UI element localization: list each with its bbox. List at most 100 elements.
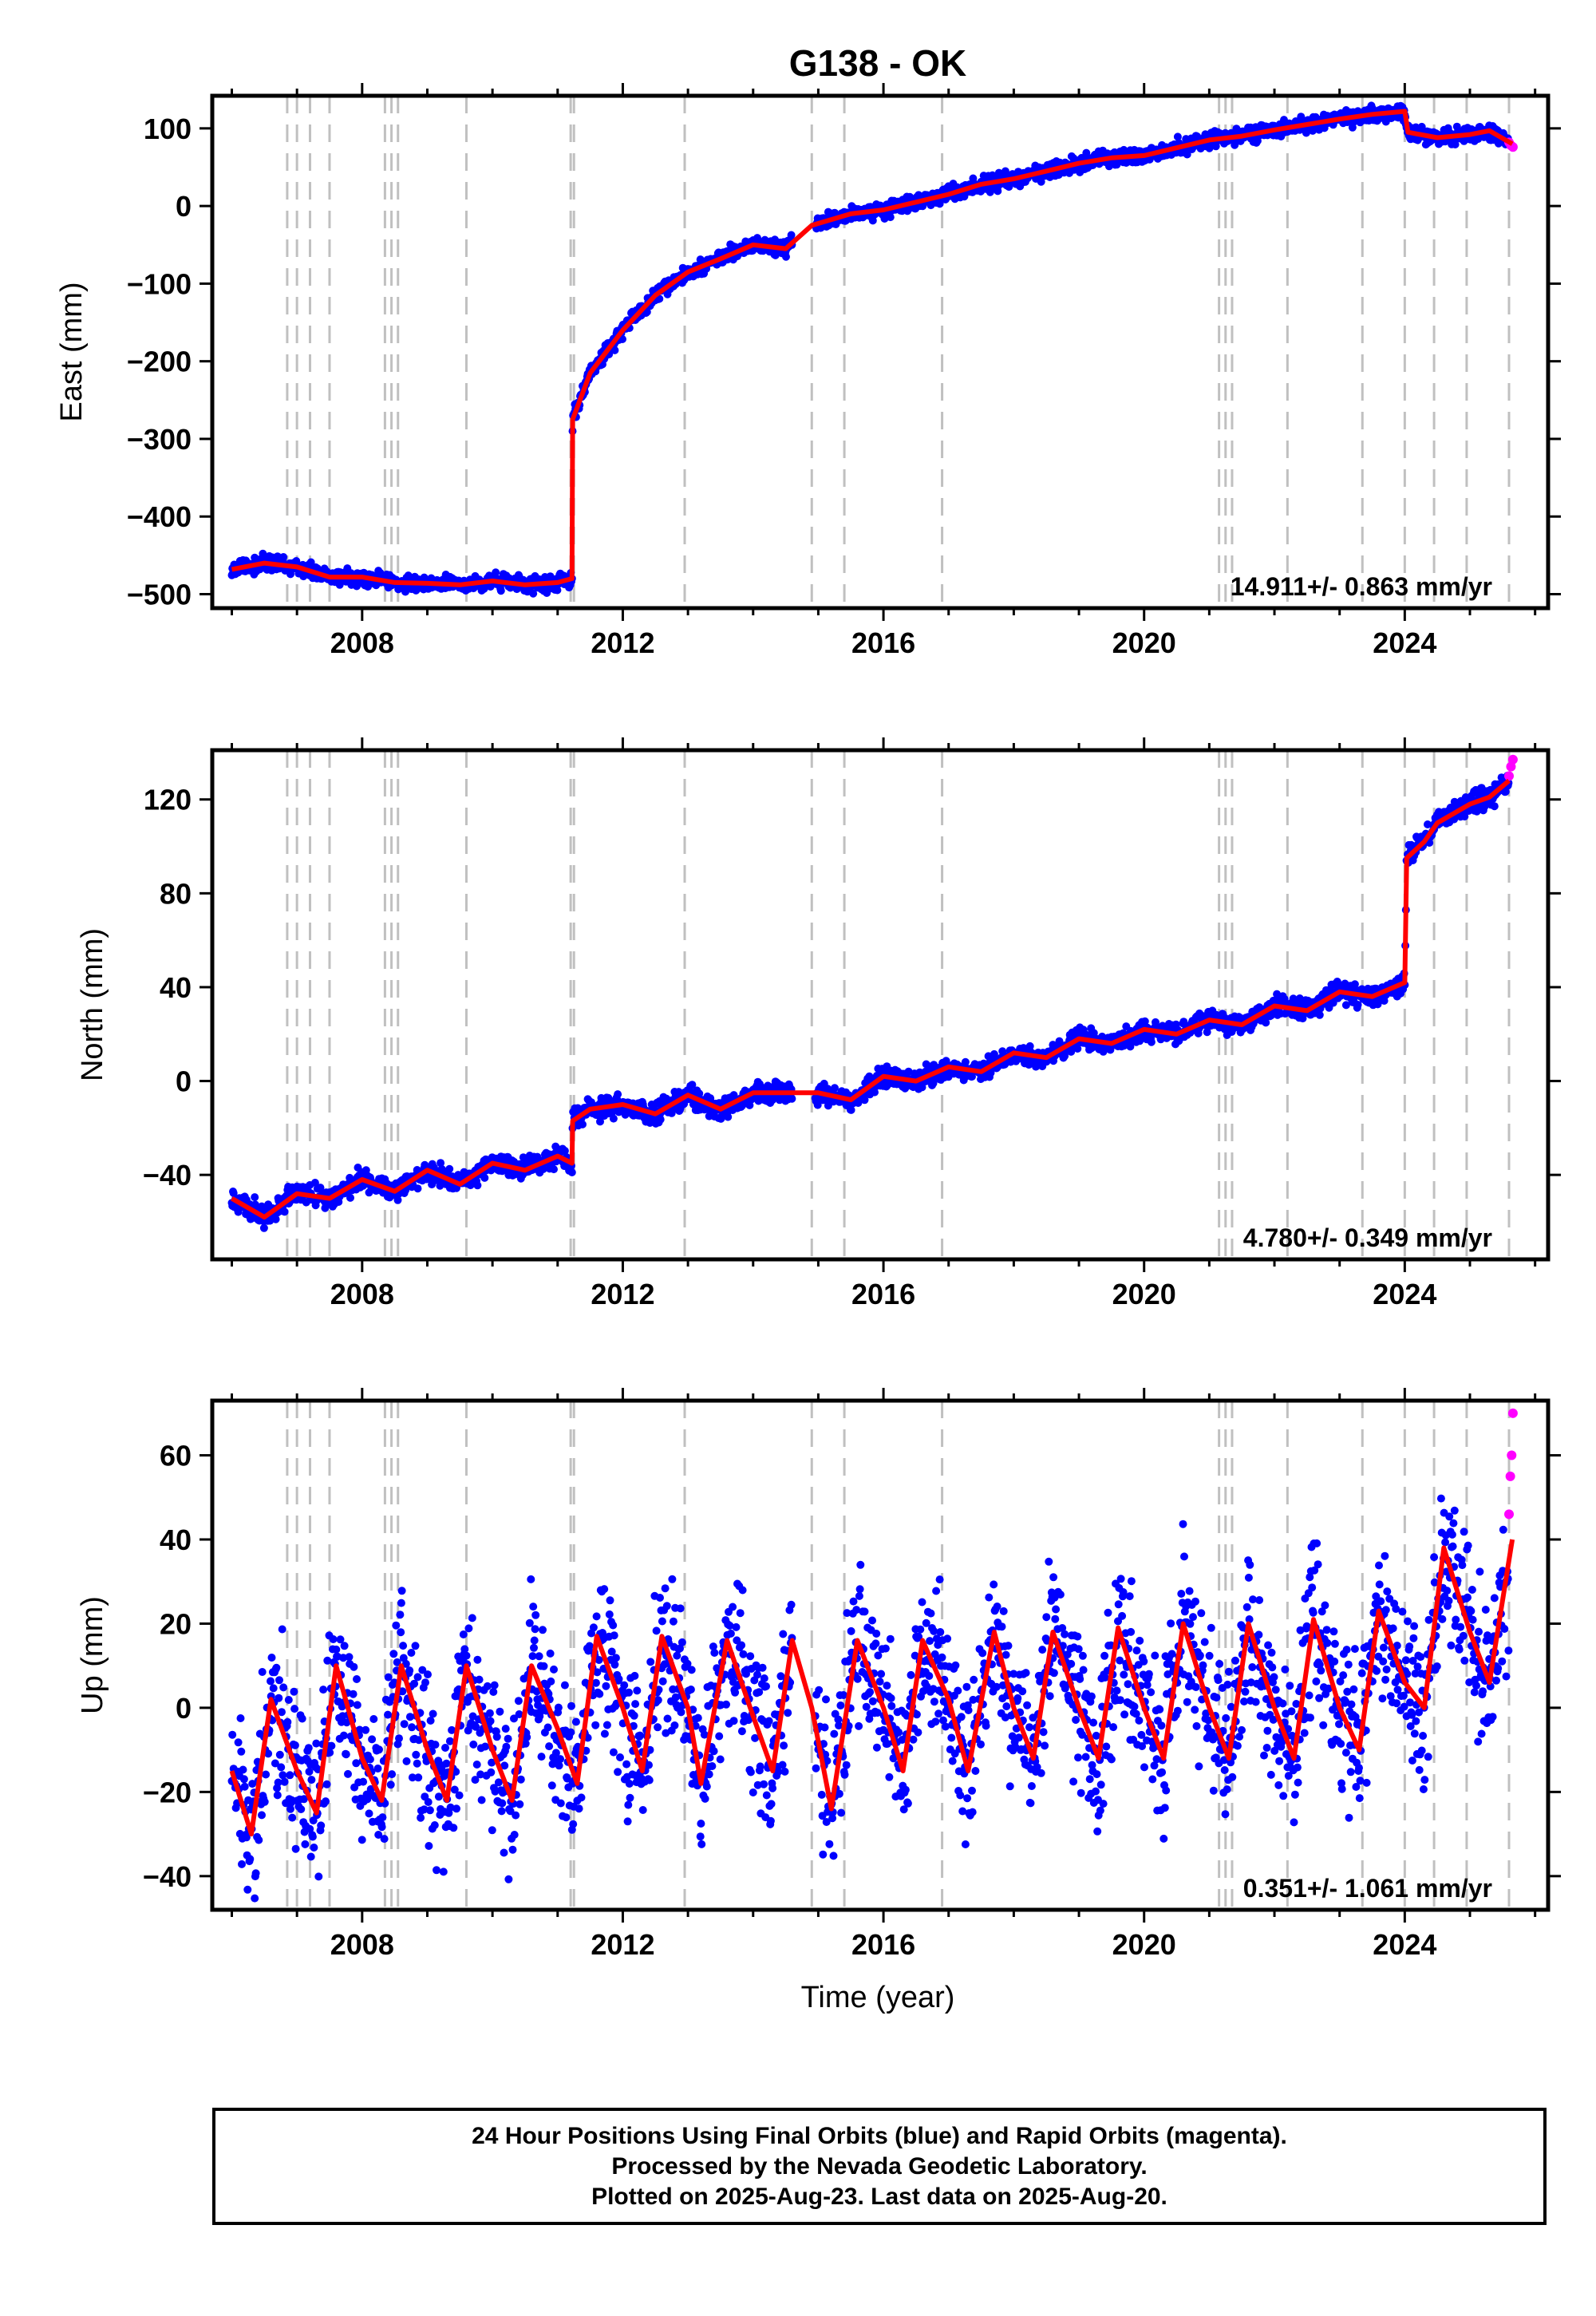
up-point xyxy=(508,1845,517,1854)
north-model-line xyxy=(231,778,1511,1220)
east-x-tick-label: 2016 xyxy=(851,626,915,659)
up-point xyxy=(488,1758,496,1767)
up-point xyxy=(359,1777,368,1786)
east-point xyxy=(655,294,664,303)
up-point xyxy=(339,1731,348,1740)
up-point xyxy=(269,1684,278,1693)
up-point xyxy=(319,1686,328,1694)
up-point xyxy=(307,1776,316,1784)
up-point xyxy=(306,1824,314,1833)
up-point xyxy=(340,1642,349,1650)
up-point xyxy=(267,1654,276,1662)
east-point xyxy=(1001,167,1009,176)
up-point xyxy=(262,1770,271,1779)
up-point xyxy=(414,1773,423,1782)
up-point xyxy=(472,1722,480,1731)
up-point xyxy=(500,1761,509,1770)
up-point xyxy=(460,1645,469,1654)
up-point xyxy=(494,1778,503,1787)
up-point xyxy=(481,1742,489,1751)
north-point xyxy=(550,1165,558,1174)
north-point xyxy=(445,1164,454,1173)
up-point xyxy=(365,1755,374,1764)
up-point xyxy=(504,1734,512,1743)
east-y-tick-label: 100 xyxy=(144,113,192,145)
north-point xyxy=(968,1073,976,1081)
up-point xyxy=(430,1821,439,1829)
north-x-tick-label: 2024 xyxy=(1373,1278,1436,1310)
north-point xyxy=(961,1057,970,1066)
north-point xyxy=(831,1084,839,1093)
east-point xyxy=(935,200,944,208)
north-y-axis-label: North (mm) xyxy=(76,928,109,1081)
up-point xyxy=(429,1709,437,1718)
north-point xyxy=(346,1193,354,1202)
up-point xyxy=(397,1599,405,1607)
north-point xyxy=(614,1090,622,1099)
east-point xyxy=(868,216,877,225)
up-point xyxy=(240,1782,249,1791)
up-point xyxy=(452,1804,460,1813)
up-point xyxy=(488,1826,496,1835)
up-point xyxy=(290,1705,299,1713)
up-point xyxy=(397,1587,406,1595)
north-point xyxy=(1140,1017,1149,1026)
chart-title: G138 - OK xyxy=(789,42,966,84)
up-point xyxy=(228,1730,237,1739)
up-point xyxy=(462,1651,471,1660)
up-point xyxy=(388,1770,397,1779)
up-point xyxy=(498,1799,507,1808)
up-point xyxy=(239,1765,247,1774)
up-point xyxy=(280,1777,289,1786)
up-point xyxy=(441,1744,449,1752)
up-point xyxy=(500,1848,508,1857)
up-point xyxy=(425,1806,434,1815)
up-point xyxy=(255,1836,263,1844)
north-point xyxy=(667,1109,676,1117)
up-point xyxy=(275,1676,283,1685)
up-point xyxy=(352,1759,361,1768)
north-frame xyxy=(210,748,1551,1262)
up-point xyxy=(274,1778,282,1787)
up-point xyxy=(448,1725,456,1734)
up-point xyxy=(405,1713,414,1721)
north-point xyxy=(596,1117,604,1126)
up-point xyxy=(378,1813,387,1822)
up-point xyxy=(408,1773,417,1782)
north-point xyxy=(1501,788,1510,796)
up-point xyxy=(473,1655,482,1664)
east-x-tick-label: 2020 xyxy=(1112,626,1176,659)
north-point xyxy=(609,1114,618,1123)
up-point xyxy=(358,1836,366,1844)
up-point xyxy=(449,1824,458,1832)
up-point xyxy=(469,1740,478,1749)
north-point xyxy=(656,1115,665,1124)
up-point xyxy=(284,1696,293,1704)
up-point xyxy=(291,1844,300,1853)
east-plot-area xyxy=(227,96,1518,608)
up-point xyxy=(361,1725,370,1734)
up-point xyxy=(455,1791,464,1800)
north-point xyxy=(1353,1001,1362,1009)
north-point xyxy=(688,1081,697,1089)
up-point xyxy=(450,1785,459,1794)
east-point xyxy=(492,568,500,577)
up-plot-area xyxy=(227,1401,1518,1910)
up-point xyxy=(490,1681,499,1690)
up-point xyxy=(317,1821,326,1830)
up-point xyxy=(275,1694,283,1702)
north-point xyxy=(724,1113,733,1121)
up-point xyxy=(399,1642,408,1650)
east-point xyxy=(279,553,288,561)
up-point xyxy=(373,1765,382,1773)
up-point xyxy=(286,1804,294,1813)
east-point xyxy=(1005,183,1013,192)
up-point xyxy=(380,1835,389,1844)
north-point xyxy=(316,1184,325,1192)
up-point xyxy=(239,1775,248,1784)
up-point xyxy=(489,1688,498,1696)
east-panel: 2008 2012 2016 2020 20241000−100−200−300−400… xyxy=(55,83,1561,659)
north-point xyxy=(413,1184,422,1193)
up-point xyxy=(339,1654,348,1662)
up-point xyxy=(306,1852,315,1861)
